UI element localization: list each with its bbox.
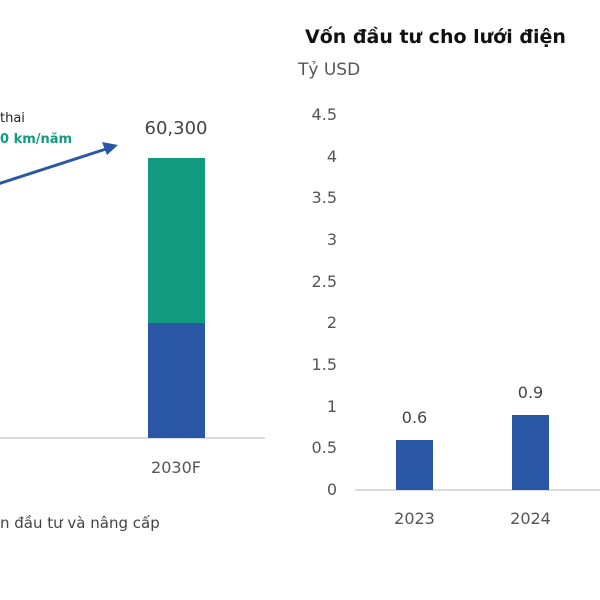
x-tick-2023: 2023 xyxy=(394,509,435,528)
bar-2023 xyxy=(396,440,433,490)
y-axis-label: Tỷ USD xyxy=(298,60,361,80)
y-tick-label: 3.5 xyxy=(311,188,337,208)
y-tick-label: 1 xyxy=(326,396,337,416)
data-label-2024: 0.9 xyxy=(517,383,544,402)
bar-2030f-teal-segment xyxy=(148,158,205,323)
total-label-2030f: 60,300 xyxy=(144,118,208,139)
y-tick-label: 4 xyxy=(326,146,337,166)
bar-2024 xyxy=(512,415,549,490)
y-tick-label: 1.5 xyxy=(311,355,337,374)
data-label-2023: 0.6 xyxy=(401,408,428,427)
x-tick-2030f: 2030F xyxy=(151,458,201,477)
y-tick-label: 2 xyxy=(326,313,337,333)
legend-text: n đầu tư và nâng cấp xyxy=(0,514,160,532)
bar-2030f-blue-segment xyxy=(148,323,205,438)
chart-title: Vốn đầu tư cho lưới điện xyxy=(305,26,566,48)
x-tick-2024: 2024 xyxy=(510,509,551,528)
y-tick-label: 0 xyxy=(326,480,337,499)
annotation-line2: 0 km/năm xyxy=(0,132,73,147)
y-tick-label: 3 xyxy=(326,230,337,249)
y-tick-label: 4.5 xyxy=(311,105,337,124)
annotation-line1: thai xyxy=(0,111,25,126)
y-tick-label: 0.5 xyxy=(311,438,337,458)
arrow-icon xyxy=(0,142,118,185)
y-tick-label: 2.5 xyxy=(311,271,337,291)
